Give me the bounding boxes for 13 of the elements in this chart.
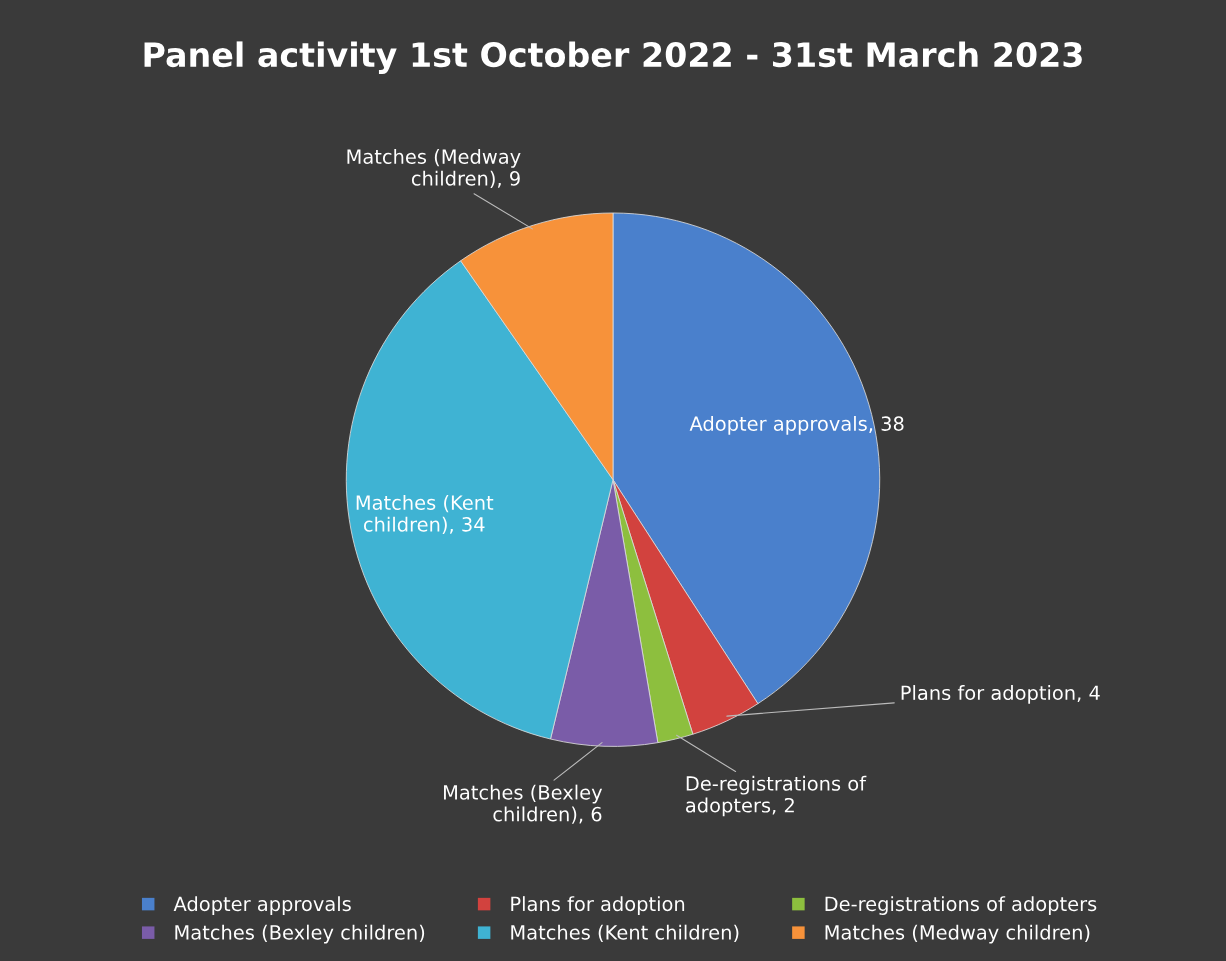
data-label: Matches (Kent children), 34 [356, 494, 494, 535]
legend-label: Matches (Kent children) [511, 924, 739, 943]
legend-label: Plans for adoption [511, 896, 685, 915]
data-label: Plans for adoption, 4 [901, 685, 1100, 704]
data-label: Matches (Bexley children), 6 [444, 784, 603, 824]
legend-label: Matches (Bexley children) [175, 924, 425, 944]
legend-label: Adopter approvals [173, 896, 351, 915]
legend-label: Matches (Medway children) [825, 924, 1090, 944]
data-label: Adopter approvals, 38 [689, 415, 904, 435]
legend-label: De-registrations of adopters [825, 896, 1097, 915]
chart-title: Panel activity 1st October 2022 - 31st March 2023 [144, 41, 1082, 74]
data-label: Matches (Medway children), 9 [347, 148, 521, 189]
data-label: De-registrations of adopters, 2 [686, 775, 867, 817]
